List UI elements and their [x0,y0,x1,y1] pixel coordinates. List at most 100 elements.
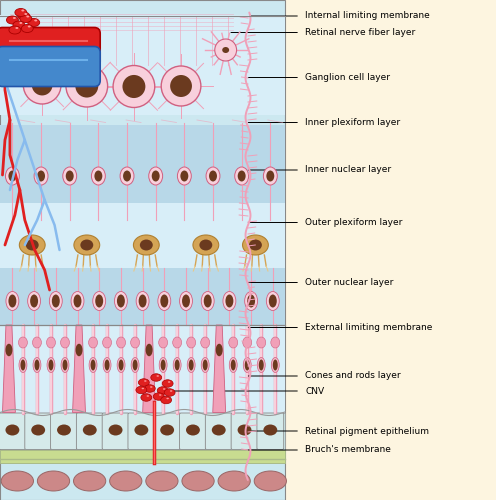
Ellipse shape [61,337,69,348]
Ellipse shape [249,240,262,250]
FancyBboxPatch shape [205,413,232,450]
Bar [0,268,285,325]
Ellipse shape [136,292,149,310]
Ellipse shape [57,424,71,436]
Text: Bruch's membrane: Bruch's membrane [305,446,391,454]
Circle shape [123,75,145,98]
Ellipse shape [181,170,188,181]
Ellipse shape [20,14,32,22]
Ellipse shape [146,471,178,491]
Ellipse shape [144,385,155,392]
Ellipse shape [94,170,102,181]
Ellipse shape [21,24,33,32]
Ellipse shape [117,337,125,348]
Ellipse shape [238,424,251,436]
Ellipse shape [136,386,147,394]
Ellipse shape [117,358,125,372]
Ellipse shape [273,360,278,370]
Ellipse shape [152,170,160,181]
Ellipse shape [218,471,250,491]
FancyBboxPatch shape [76,413,103,450]
Bar [0,15,285,115]
Ellipse shape [173,337,182,348]
Ellipse shape [50,292,62,310]
Ellipse shape [175,360,180,370]
Ellipse shape [263,424,277,436]
Ellipse shape [163,388,166,390]
Bar [0,325,285,412]
Text: Ganglion cell layer: Ganglion cell layer [305,73,390,82]
Ellipse shape [201,337,210,348]
Ellipse shape [199,240,212,250]
Polygon shape [2,325,15,412]
Ellipse shape [26,16,29,18]
Ellipse shape [206,167,220,185]
Ellipse shape [73,294,81,308]
FancyBboxPatch shape [128,413,155,450]
FancyBboxPatch shape [25,413,52,450]
Ellipse shape [271,358,279,372]
Ellipse shape [13,17,16,19]
Ellipse shape [271,337,280,348]
Ellipse shape [66,170,74,181]
Ellipse shape [95,294,103,308]
Ellipse shape [157,387,168,394]
Ellipse shape [117,294,125,308]
Ellipse shape [245,292,257,310]
Ellipse shape [144,380,147,382]
Ellipse shape [247,294,255,308]
Ellipse shape [226,294,234,308]
Ellipse shape [182,471,214,491]
Ellipse shape [19,22,22,24]
Ellipse shape [173,358,181,372]
Ellipse shape [75,344,82,356]
FancyBboxPatch shape [0,28,100,68]
Ellipse shape [15,8,27,16]
Ellipse shape [20,360,25,370]
Ellipse shape [49,360,54,370]
Ellipse shape [5,424,19,436]
Text: Retinal nerve fiber layer: Retinal nerve fiber layer [305,28,415,37]
Ellipse shape [235,167,248,185]
Ellipse shape [89,358,97,372]
Ellipse shape [74,235,100,255]
Ellipse shape [123,170,131,181]
Ellipse shape [47,358,55,372]
Circle shape [161,66,201,106]
Ellipse shape [19,235,45,255]
Circle shape [113,66,155,108]
Ellipse shape [188,360,193,370]
Ellipse shape [33,358,41,372]
Ellipse shape [254,471,287,491]
Ellipse shape [131,358,139,372]
Ellipse shape [103,337,112,348]
Ellipse shape [187,358,195,372]
Ellipse shape [138,379,149,386]
FancyBboxPatch shape [154,413,181,450]
Ellipse shape [71,292,84,310]
Ellipse shape [159,394,162,396]
Ellipse shape [229,358,237,372]
Ellipse shape [164,389,175,396]
Ellipse shape [257,358,265,372]
Ellipse shape [8,294,16,308]
Ellipse shape [259,360,264,370]
Ellipse shape [37,471,69,491]
Polygon shape [72,325,85,412]
Ellipse shape [5,167,19,185]
Ellipse shape [193,235,219,255]
Ellipse shape [266,292,279,310]
Circle shape [23,66,61,104]
Ellipse shape [160,424,174,436]
Bar [0,0,285,500]
Ellipse shape [201,292,214,310]
Ellipse shape [245,360,249,370]
FancyBboxPatch shape [180,413,206,450]
Ellipse shape [103,358,111,372]
Ellipse shape [201,358,209,372]
Ellipse shape [204,294,212,308]
Text: Outer plexiform layer: Outer plexiform layer [305,218,402,227]
Ellipse shape [238,170,246,181]
Ellipse shape [223,292,236,310]
Ellipse shape [231,360,236,370]
